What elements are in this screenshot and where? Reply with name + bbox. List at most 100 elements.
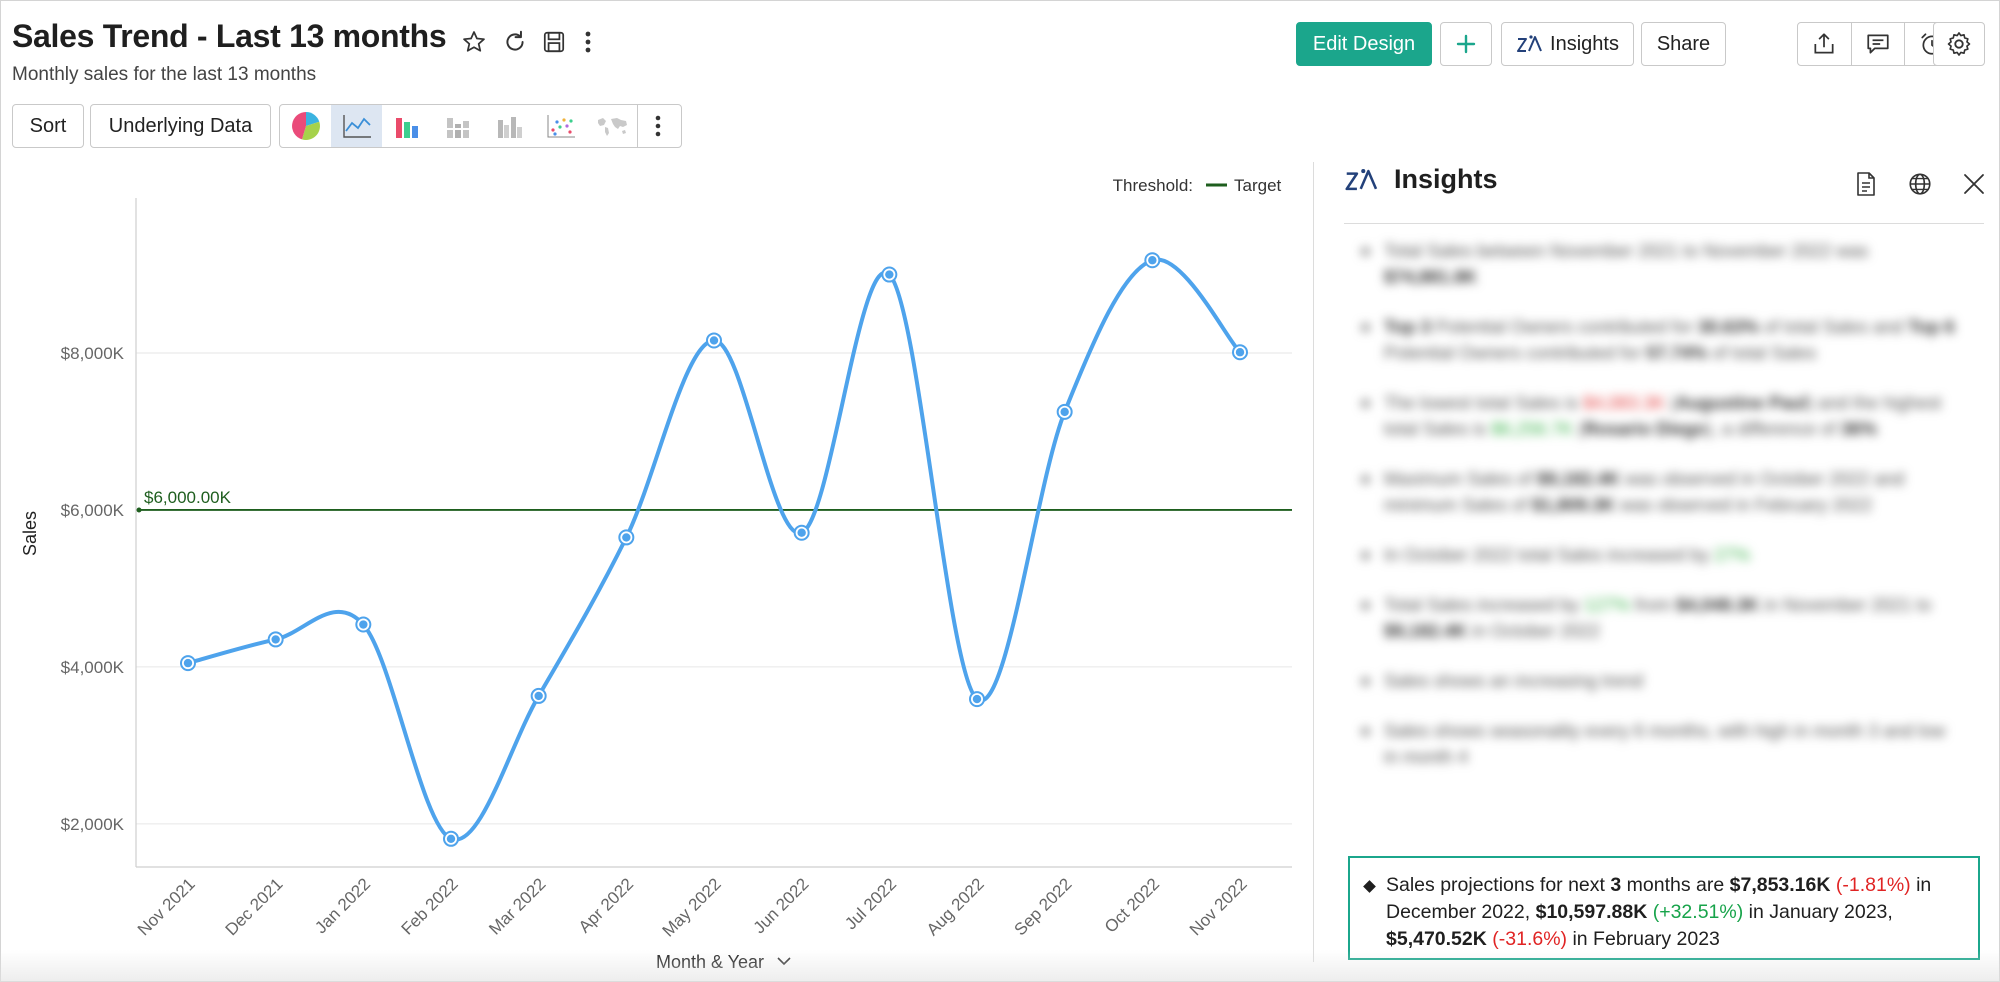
- data-point-center: [1235, 348, 1245, 357]
- threshold-marker: [136, 507, 142, 513]
- x-tick-label: Apr 2022: [575, 874, 637, 936]
- chart-type-scatter[interactable]: [535, 105, 586, 147]
- chart-type-stacked-bar[interactable]: [433, 105, 484, 147]
- chevron-down-icon: [777, 957, 791, 966]
- export-button[interactable]: [1798, 23, 1852, 65]
- x-tick-label: Jul 2022: [841, 874, 900, 933]
- chart-type-combo-bar[interactable]: [484, 105, 535, 147]
- insight-item: Top 3 Potential Owners contributed for 3…: [1360, 314, 1960, 366]
- y-tick-label: $8,000K: [61, 344, 125, 363]
- projection-value-feb: $5,470.52K: [1386, 928, 1487, 950]
- data-point-center: [1060, 407, 1069, 417]
- legend-title: Threshold:: [1113, 176, 1193, 195]
- action-icon-group: [1797, 22, 1959, 66]
- x-tick-label: Mar 2022: [485, 874, 549, 938]
- data-point-center: [885, 270, 894, 279]
- insights-list: Total Sales between November 2021 to Nov…: [1360, 238, 1960, 794]
- sort-button[interactable]: Sort: [12, 104, 84, 148]
- sales-series-line: [186, 257, 1242, 842]
- x-tick-label: Sep 2022: [1011, 874, 1076, 939]
- comment-button[interactable]: [1852, 23, 1906, 65]
- x-tick-label: Jan 2022: [311, 874, 374, 937]
- x-tick-label: Nov 2022: [1186, 874, 1251, 939]
- chart-type-line[interactable]: [331, 105, 382, 147]
- chart-options-more[interactable]: [637, 105, 677, 147]
- insight-item: Maximum Sales of $9,182.4K was observed …: [1360, 466, 1960, 518]
- sales-line-chart: $2,000K $4,000K $6,000K $8,000K Sales $6,000.…: [20, 176, 1292, 972]
- insights-header: Insights: [1344, 164, 1498, 195]
- projection-text: Sales projections for next: [1386, 874, 1611, 896]
- projection-value-jan: $10,597.88K: [1535, 901, 1648, 923]
- insight-item: Sales shows an increasing trend: [1360, 668, 1960, 694]
- zia-icon: [1345, 168, 1378, 190]
- line-chart-icon: [342, 115, 371, 138]
- projection-text: in February 2023: [1567, 928, 1720, 950]
- save-icon[interactable]: [538, 26, 570, 58]
- projection-text: in December 2022,: [1386, 874, 1932, 923]
- threshold-label: $6,000.00K: [144, 488, 232, 507]
- plus-icon: [1456, 34, 1476, 54]
- insights-button[interactable]: Insights: [1501, 22, 1634, 66]
- x-tick-label: Feb 2022: [398, 874, 462, 938]
- x-tick-label: Oct 2022: [1101, 874, 1163, 936]
- chart-type-map[interactable]: [586, 105, 637, 147]
- projection-pct-feb: (-31.6%): [1492, 928, 1568, 950]
- data-point-center: [359, 620, 368, 629]
- chart-type-selector: [279, 104, 682, 148]
- data-point-center: [446, 834, 456, 844]
- chart-type-bar[interactable]: [382, 105, 433, 147]
- projection-value-dec: $7,853.16K: [1729, 874, 1831, 896]
- insight-item: The lowest total Sales is $4,083.3K (Aug…: [1360, 390, 1960, 442]
- page-title: Sales Trend - Last 13 months: [12, 18, 447, 54]
- insights-button-label: Insights: [1550, 32, 1619, 55]
- insights-title: Insights: [1394, 164, 1498, 194]
- gear-icon: [1947, 32, 1971, 56]
- projection-pct-dec: (-1.81%): [1835, 874, 1911, 896]
- insight-item: Sales shows seasonality every 6 months, …: [1360, 718, 1960, 770]
- y-tick-label: $4,000K: [61, 658, 125, 677]
- chart-type-pie[interactable]: [280, 105, 331, 147]
- refresh-icon[interactable]: [499, 26, 531, 58]
- insights-document-button[interactable]: [1848, 166, 1884, 202]
- zia-icon: [1517, 35, 1542, 52]
- y-axis-label: Sales: [20, 511, 40, 556]
- export-icon: [1814, 33, 1834, 54]
- insights-language-button[interactable]: [1902, 166, 1938, 202]
- x-tick-label: Nov 2021: [134, 874, 199, 939]
- insight-item: Total Sales between November 2021 to Nov…: [1360, 238, 1960, 290]
- x-tick-label: Aug 2022: [923, 874, 988, 939]
- projection-count: 3: [1610, 874, 1622, 896]
- data-point-center: [1148, 256, 1157, 265]
- insights-divider: [1313, 162, 1314, 962]
- map-icon: [597, 118, 627, 136]
- more-vertical-icon[interactable]: [572, 26, 604, 58]
- underlying-data-button[interactable]: Underlying Data: [90, 104, 271, 148]
- y-tick-label: $6,000K: [61, 501, 125, 520]
- scatter-icon: [547, 115, 575, 138]
- data-point-center: [972, 694, 982, 704]
- data-point-center: [183, 658, 193, 668]
- x-tick-label: Dec 2021: [222, 874, 287, 939]
- insights-close-button[interactable]: [1956, 166, 1992, 202]
- star-icon[interactable]: [458, 26, 490, 58]
- projection-text: in January 2023,: [1743, 901, 1893, 923]
- insight-item: In October 2022 total Sales increased by…: [1360, 542, 1960, 568]
- projection-text: months are: [1621, 874, 1730, 896]
- stacked-bar-icon: [446, 118, 469, 138]
- add-button[interactable]: [1440, 22, 1492, 66]
- edit-design-button[interactable]: Edit Design: [1296, 22, 1432, 66]
- x-axis-label: Month & Year: [656, 952, 764, 972]
- insights-projection-item: Sales projections for next 3 months are …: [1348, 856, 1980, 960]
- comment-icon: [1867, 34, 1889, 54]
- settings-button[interactable]: [1933, 22, 1985, 66]
- legend-entry: Target: [1234, 176, 1282, 195]
- combo-bar-icon: [497, 117, 522, 138]
- bullet-icon: [1363, 880, 1376, 893]
- pie-chart-icon: [291, 112, 320, 140]
- share-button[interactable]: Share: [1641, 22, 1726, 66]
- x-tick-label: Jun 2022: [750, 874, 813, 937]
- insight-item: Total Sales increased by 127% from $4,04…: [1360, 592, 1960, 644]
- data-point-center: [534, 691, 543, 701]
- insights-rule: [1344, 223, 1984, 224]
- more-vertical-icon: [655, 115, 660, 137]
